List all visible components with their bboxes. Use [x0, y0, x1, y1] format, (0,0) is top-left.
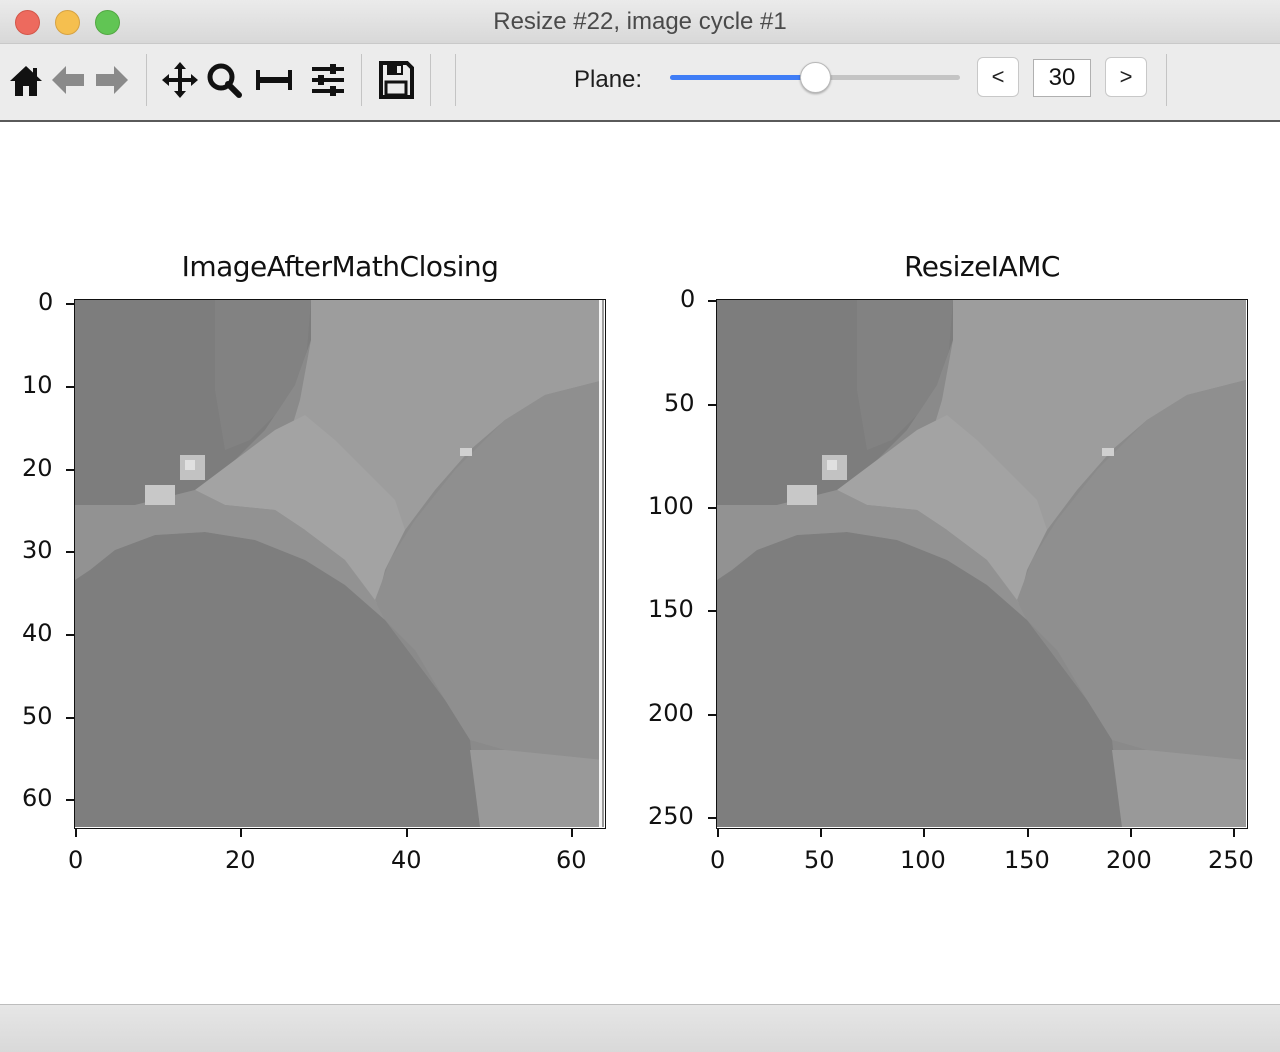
forward-arrow-icon[interactable]	[92, 60, 132, 100]
x-tick-label-right: 100	[900, 846, 946, 874]
save-icon[interactable]	[376, 60, 416, 100]
plane-number-field[interactable]: 30	[1033, 59, 1091, 97]
y-tick-label-right: 250	[648, 802, 694, 830]
subplots-icon[interactable]	[254, 60, 294, 100]
toolbar-separator	[361, 54, 362, 106]
x-tick-mark-left	[75, 829, 77, 837]
x-tick-mark-left	[240, 829, 242, 837]
x-tick-label-left: 40	[391, 846, 422, 874]
toolbar-separator	[430, 54, 431, 106]
pan-icon[interactable]	[160, 60, 200, 100]
y-tick-label-right: 150	[648, 595, 694, 623]
y-tick-mark-left	[66, 303, 74, 305]
home-icon[interactable]	[6, 60, 46, 100]
y-tick-label-right: 200	[648, 699, 694, 727]
x-tick-mark-right	[820, 829, 822, 837]
minimize-window-button[interactable]	[55, 10, 80, 35]
plot-title-left: ImageAfterMathClosing	[181, 250, 499, 283]
x-tick-mark-left	[406, 829, 408, 837]
y-tick-mark-left	[66, 551, 74, 553]
x-tick-label-right: 250	[1208, 846, 1254, 874]
zoom-icon[interactable]	[204, 60, 244, 100]
plot-title-right: ResizeIAMC	[904, 250, 1060, 283]
maximize-window-button[interactable]	[95, 10, 120, 35]
y-tick-label-left: 60	[22, 784, 53, 812]
x-tick-mark-right	[923, 829, 925, 837]
y-tick-mark-right	[708, 300, 716, 302]
window-title: Resize #22, image cycle #1	[493, 8, 787, 35]
slider-fill	[670, 75, 815, 80]
y-tick-mark-left	[66, 469, 74, 471]
toolbar: Plane: < 30 >	[0, 44, 1280, 122]
y-tick-label-right: 100	[648, 492, 694, 520]
x-tick-label-left: 0	[68, 846, 84, 874]
y-tick-mark-left	[66, 634, 74, 636]
y-tick-label-left: 10	[22, 371, 53, 399]
y-tick-label-left: 50	[22, 702, 53, 730]
y-tick-label-left: 30	[22, 536, 53, 564]
toolbar-separator	[1166, 54, 1167, 106]
y-tick-mark-right	[708, 817, 716, 819]
back-arrow-icon[interactable]	[48, 60, 88, 100]
slider-thumb[interactable]	[799, 62, 831, 93]
plot-axes-left[interactable]	[74, 299, 606, 829]
x-tick-mark-right	[1027, 829, 1029, 837]
y-tick-label-right: 0	[680, 285, 696, 313]
toolbar-separator	[455, 54, 456, 106]
status-bar	[0, 1004, 1280, 1052]
x-tick-label-left: 20	[225, 846, 256, 874]
y-tick-mark-left	[66, 799, 74, 801]
image-heatmap-left	[75, 300, 604, 827]
configure-icon[interactable]	[308, 60, 348, 100]
image-heatmap-right	[717, 300, 1246, 827]
y-tick-label-left: 40	[22, 619, 53, 647]
y-tick-label-right: 50	[664, 389, 695, 417]
x-tick-mark-right	[1233, 829, 1235, 837]
x-tick-label-left: 60	[556, 846, 587, 874]
x-tick-label-right: 200	[1106, 846, 1152, 874]
x-tick-label-right: 0	[710, 846, 726, 874]
window-titlebar: Resize #22, image cycle #1	[0, 0, 1280, 44]
y-tick-mark-left	[66, 386, 74, 388]
x-tick-mark-left	[571, 829, 573, 837]
close-window-button[interactable]	[15, 10, 40, 35]
previous-plane-button[interactable]: <	[977, 57, 1019, 97]
plane-label: Plane:	[574, 66, 643, 93]
y-tick-mark-right	[708, 714, 716, 716]
x-tick-mark-right	[1130, 829, 1132, 837]
x-tick-mark-right	[717, 829, 719, 837]
y-tick-mark-right	[708, 507, 716, 509]
y-tick-mark-left	[66, 717, 74, 719]
y-tick-mark-right	[708, 404, 716, 406]
next-plane-button[interactable]: >	[1105, 57, 1147, 97]
toolbar-separator	[146, 54, 147, 106]
x-tick-label-right: 150	[1004, 846, 1050, 874]
y-tick-label-left: 0	[38, 288, 54, 316]
y-tick-label-left: 20	[22, 454, 53, 482]
y-tick-mark-right	[708, 610, 716, 612]
x-tick-label-right: 50	[804, 846, 835, 874]
plane-slider[interactable]	[670, 62, 960, 93]
plot-axes-right[interactable]	[716, 299, 1248, 829]
